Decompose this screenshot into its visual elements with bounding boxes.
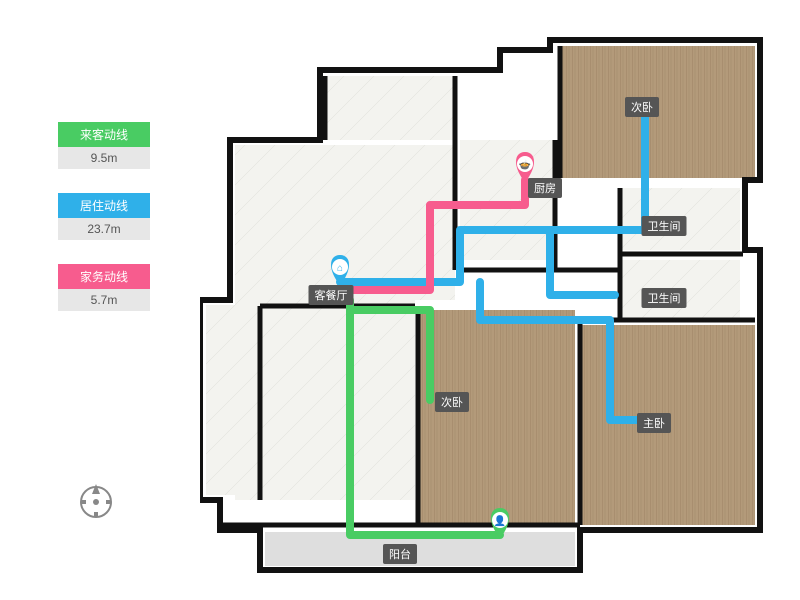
svg-text:👤: 👤 [494,514,506,527]
room-label: 厨房 [528,178,562,198]
room-label: 卫生间 [642,288,687,308]
svg-text:🍲: 🍲 [519,159,531,171]
legend-chore-value: 5.7m [58,289,150,311]
legend-guest-value: 9.5m [58,147,150,169]
room-label: 次卧 [625,97,659,117]
region-kitchen [460,140,555,260]
region-room-bl [260,310,410,500]
floorplan-svg: 👤 🍲 ⌂ [200,10,780,590]
room-label: 主卧 [637,413,671,433]
legend-live: 居住动线 23.7m [58,193,150,240]
legend: 来客动线 9.5m 居住动线 23.7m 家务动线 5.7m [58,122,150,335]
room-label: 卫生间 [642,216,687,236]
legend-guest: 来客动线 9.5m [58,122,150,169]
path-live [550,230,615,295]
legend-live-label: 居住动线 [58,193,150,218]
svg-text:⌂: ⌂ [337,263,343,274]
legend-chore: 家务动线 5.7m [58,264,150,311]
legend-guest-label: 来客动线 [58,122,150,147]
room-label: 客餐厅 [309,285,354,305]
legend-chore-label: 家务动线 [58,264,150,289]
room-label: 阳台 [383,544,417,564]
compass-icon [74,480,118,524]
region-upper-left [325,76,455,140]
legend-live-value: 23.7m [58,218,150,240]
room-label: 次卧 [435,392,469,412]
region-bedroom-mid [420,310,575,525]
floorplan: 👤🍲⌂ 次卧厨房卫生间卫生间客餐厅次卧主卧阳台 [200,10,780,590]
